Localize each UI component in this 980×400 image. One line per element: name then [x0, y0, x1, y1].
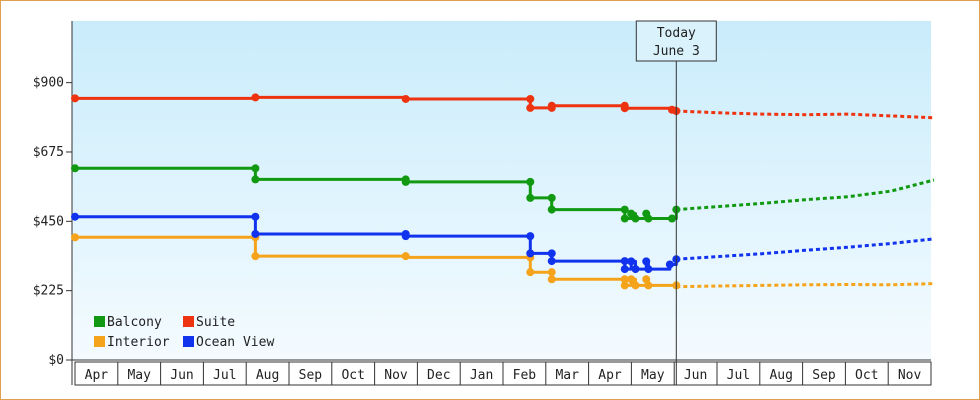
data-point-ocean-view: [620, 265, 629, 274]
plot-area: [72, 21, 931, 360]
data-point-ocean-view: [251, 229, 260, 238]
legend-swatch: [183, 316, 194, 327]
data-point-ocean-view: [644, 265, 653, 274]
month-label: Mar: [555, 368, 579, 383]
month-label: Jun: [684, 368, 707, 383]
data-point-ocean-view: [401, 232, 410, 241]
data-point-interior: [620, 275, 629, 284]
month-label: Aug: [256, 368, 279, 383]
month-label: Aug: [769, 368, 792, 383]
today-label: Today: [657, 26, 696, 41]
month-label: Sep: [812, 368, 836, 383]
data-point-ocean-view: [526, 232, 535, 241]
data-point-balcony: [620, 214, 629, 223]
legend-label: Ocean View: [196, 335, 274, 350]
legend-label: Suite: [196, 315, 235, 330]
month-label: Jul: [727, 368, 750, 383]
data-point-suite: [526, 103, 535, 112]
month-label: May: [127, 368, 151, 383]
month-label: Dec: [427, 368, 450, 383]
data-point-suite: [71, 94, 79, 103]
data-point-suite: [401, 94, 410, 103]
month-label: Oct: [341, 368, 364, 383]
series-layer: [71, 93, 935, 290]
forecast-line-balcony: [676, 178, 935, 212]
data-point-balcony: [631, 214, 640, 223]
data-point-ocean-view: [251, 212, 260, 221]
data-point-ocean-view: [547, 249, 556, 258]
data-point-suite: [526, 94, 535, 103]
y-tick-label: $450: [33, 214, 64, 229]
data-point-interior: [401, 252, 410, 261]
legend-label: Balcony: [107, 315, 162, 330]
data-point-interior: [526, 268, 535, 277]
data-point-suite: [547, 101, 556, 110]
data-point-balcony: [644, 214, 653, 223]
legend: Balcony Suite Interior Ocean View: [94, 315, 274, 350]
data-point-interior: [547, 268, 556, 277]
month-label: Jan: [470, 368, 493, 383]
data-point-ocean-view: [627, 257, 636, 266]
data-point-ocean-view: [526, 249, 535, 258]
month-label: Apr: [85, 368, 109, 383]
legend-swatch: [94, 316, 105, 327]
data-point-suite: [620, 104, 629, 113]
data-point-ocean-view: [642, 257, 651, 266]
today-marker: Today June 3: [635, 20, 717, 385]
y-tick-label: $900: [33, 76, 64, 91]
data-point-balcony: [71, 164, 79, 173]
month-label: Jun: [170, 368, 193, 383]
y-tick-label: $225: [33, 284, 64, 299]
y-tick-label: $675: [33, 145, 64, 160]
data-point-interior: [620, 281, 629, 290]
data-point-balcony: [547, 193, 556, 202]
month-label: Oct: [855, 368, 878, 383]
data-point-suite: [251, 93, 260, 102]
month-label: Nov: [898, 368, 922, 383]
data-point-interior: [547, 275, 556, 284]
forecast-line-suite: [676, 109, 935, 120]
y-tick-label: $0: [48, 353, 64, 368]
y-axis: $0 $225 $450 $675 $900: [33, 21, 73, 385]
month-label: Feb: [513, 368, 537, 383]
data-point-interior: [642, 275, 651, 284]
data-point-interior: [631, 281, 640, 290]
data-point-ocean-view: [620, 257, 629, 266]
legend-swatch: [94, 336, 105, 347]
data-point-balcony: [526, 193, 535, 202]
data-point-interior: [71, 233, 79, 242]
month-label: May: [641, 368, 665, 383]
month-label: Jul: [213, 368, 236, 383]
today-callout: [635, 20, 717, 62]
x-axis: Apr May Jun Jul Aug Sep Oct Nov Dec Jan Feb Mar Apr M…: [72, 359, 932, 386]
month-label: Apr: [598, 368, 622, 383]
month-label: Sep: [299, 368, 323, 383]
data-point-balcony: [251, 164, 260, 173]
data-point-balcony: [668, 214, 677, 223]
data-point-interior: [644, 281, 653, 290]
forecast-line-ocean-view: [676, 237, 935, 261]
data-point-balcony: [547, 205, 556, 214]
data-point-balcony: [251, 175, 260, 184]
legend-label: Interior: [107, 335, 170, 350]
data-point-ocean-view: [631, 265, 640, 274]
month-label: Nov: [384, 368, 408, 383]
data-point-balcony: [401, 177, 410, 186]
data-point-balcony: [620, 205, 629, 214]
data-point-ocean-view: [665, 260, 674, 269]
data-point-interior: [251, 252, 260, 261]
data-point-balcony: [526, 177, 535, 186]
forecast-line-interior: [676, 282, 935, 289]
today-label: June 3: [653, 44, 700, 59]
data-point-interior: [627, 275, 636, 284]
data-point-ocean-view: [71, 212, 79, 221]
legend-swatch: [183, 336, 194, 347]
data-point-ocean-view: [547, 257, 556, 266]
